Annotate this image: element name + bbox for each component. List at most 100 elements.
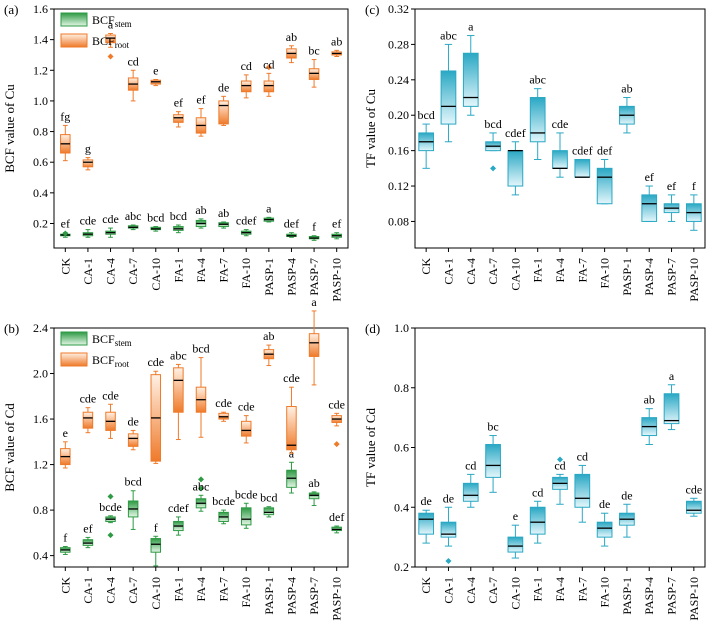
- box-stem-FA-1: cdef: [168, 501, 189, 536]
- box-stem-FA-10: bcde: [235, 487, 258, 529]
- x-tick-label: CA-10: [508, 258, 522, 291]
- significance-letter: cde: [102, 388, 119, 402]
- significance-letter: def: [329, 510, 344, 524]
- significance-letter: de: [621, 488, 632, 502]
- box-root-PASP-4: cde: [283, 371, 300, 454]
- significance-letter: ab: [218, 206, 229, 220]
- box-stem-CA-4: bcde: [99, 493, 122, 539]
- panel-label: (d): [365, 321, 380, 336]
- x-tick-label: PASP-10: [330, 258, 344, 302]
- outlier-point: [445, 558, 452, 565]
- box-stem-FA-7: bcde: [212, 494, 235, 525]
- box-tf-CA-1: abc: [440, 28, 457, 143]
- x-tick-label: CA-7: [486, 258, 500, 285]
- significance-letter: de: [420, 494, 431, 508]
- x-tick-label: FA-10: [239, 258, 253, 288]
- box-iqr: [240, 80, 252, 93]
- box-stem-FA-7: ab: [218, 206, 229, 229]
- outlier-point: [62, 230, 69, 237]
- x-tick-label: CA-7: [486, 577, 500, 604]
- y-tick-label: 1.6: [33, 2, 48, 16]
- legend-swatch-root: [60, 33, 88, 48]
- x-tick-label: CK: [419, 258, 433, 275]
- x-tick-label: PASP-1: [262, 258, 276, 296]
- box-root-PASP-1: cd: [263, 57, 275, 97]
- y-tick-label: 0.4: [394, 500, 409, 514]
- y-tick-label: 0.8: [33, 125, 48, 139]
- y-tick-label: 0.24: [388, 73, 409, 87]
- box-stem-PASP-1: bcd: [260, 491, 278, 518]
- box-stem-FA-1: bcd: [170, 209, 187, 234]
- box-tf-CA-4: cd: [462, 458, 479, 508]
- box-tf-PASP-4: ef: [641, 170, 658, 222]
- significance-letter: a: [669, 369, 675, 383]
- box-tf-CA-10: cdef: [505, 126, 526, 196]
- significance-letter: cd: [263, 57, 274, 71]
- outlier-point: [107, 493, 114, 500]
- y-tick-label: 0.20: [388, 108, 409, 122]
- box-tf-PASP-1: de: [619, 488, 635, 538]
- box-tf-FA-1: cd: [529, 485, 546, 544]
- legend-label-root: BCFroot: [92, 353, 130, 369]
- significance-letter: ef: [174, 96, 183, 110]
- box-root-FA-10: cd: [240, 59, 252, 99]
- box-iqr: [263, 507, 275, 516]
- box-stem-PASP-10: ef: [331, 217, 342, 240]
- x-tick-label: CK: [419, 577, 433, 594]
- significance-letter: ef: [61, 217, 70, 231]
- box-stem-FA-4: ab: [195, 203, 207, 229]
- x-tick-label: PASP-7: [665, 577, 679, 615]
- box-tf-CA-1: de: [440, 491, 457, 565]
- x-tick-label: PASP-1: [620, 258, 634, 296]
- box-root-PASP-10: ab: [331, 34, 342, 57]
- box-tf-FA-4: cd: [552, 456, 568, 505]
- outlier-point: [198, 485, 204, 492]
- box-iqr: [240, 420, 252, 437]
- significance-letter: f: [312, 220, 316, 234]
- x-tick-label: FA-1: [171, 577, 185, 601]
- x-tick-label: CA-4: [464, 577, 478, 604]
- significance-letter: de: [218, 80, 229, 94]
- x-tick-label: PASP-4: [642, 577, 656, 615]
- x-tick-label: CA-4: [464, 258, 478, 285]
- significance-letter: cdef: [236, 214, 257, 228]
- x-tick-label: PASP-4: [284, 577, 298, 615]
- y-tick-label: 0.2: [394, 560, 409, 574]
- box-iqr: [286, 406, 297, 451]
- significance-letter: ab: [286, 30, 297, 44]
- significance-letter: cde: [215, 396, 232, 410]
- panel-label: (c): [365, 2, 379, 17]
- y-tick-label: 0.28: [388, 37, 409, 51]
- box-root-FA-7: cde: [215, 396, 232, 422]
- box-iqr: [440, 70, 457, 125]
- x-tick-label: FA-1: [531, 577, 545, 601]
- x-tick-label: FA-10: [598, 577, 612, 607]
- significance-letter: abc: [170, 348, 187, 362]
- box-stem-PASP-7: ab: [308, 476, 320, 507]
- significance-letter: cd: [241, 59, 252, 73]
- significance-letter: ab: [331, 34, 342, 48]
- x-tick-label: CA-7: [126, 577, 140, 604]
- box-tf-PASP-7: ef: [663, 179, 680, 222]
- significance-letter: bcd: [124, 475, 141, 489]
- box-stem-CA-10: bcd: [147, 211, 164, 232]
- significance-letter: cd: [554, 458, 565, 472]
- significance-letter: a: [108, 18, 114, 32]
- panel-c: 0.08 0.12 0.16 0.20 0.24 0.28 0.32 CK CA-1 CA-4 CA…: [363, 2, 706, 302]
- x-tick-label: CK: [58, 577, 72, 594]
- box-root-PASP-7: bc: [308, 44, 320, 88]
- box-root-CA-7: de: [127, 414, 139, 451]
- x-tick-label: CA-10: [149, 577, 163, 610]
- significance-letter: ef: [332, 217, 341, 231]
- significance-letter: cde: [283, 371, 300, 385]
- x-tick-label: FA-10: [239, 577, 253, 607]
- box-stem-CA-1: cde: [80, 214, 96, 238]
- y-tick-label: 0.8: [394, 381, 409, 395]
- significance-letter: cdef: [168, 501, 189, 515]
- outlier-point: [198, 476, 204, 483]
- x-tick-label: PASP-7: [307, 258, 321, 296]
- y-axis-label: BCF value of Cd: [2, 403, 17, 492]
- significance-letter: de: [599, 497, 610, 511]
- box-iqr: [596, 167, 613, 205]
